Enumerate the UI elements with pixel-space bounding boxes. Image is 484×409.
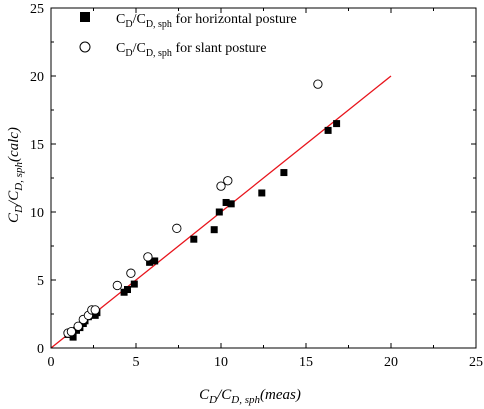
point-horizontal-11 bbox=[130, 280, 138, 288]
legend-label-slant: CD/CD, sph for slant posture bbox=[116, 41, 266, 59]
point-slant-10 bbox=[172, 223, 182, 233]
point-horizontal-19 bbox=[258, 189, 266, 197]
point-slant-2 bbox=[73, 321, 83, 331]
y-axis-title: CD/CD, sph(calc) bbox=[6, 127, 25, 223]
point-slant-6 bbox=[90, 305, 100, 315]
labels-layer: 0 5 10 15 20 25 0 5 10 15 20 25 bbox=[30, 2, 483, 370]
x-tick-label-15: 15 bbox=[299, 355, 313, 370]
point-horizontal-16 bbox=[215, 208, 223, 216]
legend: CD/CD, sph for horizontal posture CD/CD,… bbox=[79, 12, 297, 59]
point-slant-12 bbox=[223, 176, 233, 186]
y-tick-label-10: 10 bbox=[30, 206, 44, 221]
y-tick-label-25: 25 bbox=[30, 2, 44, 17]
point-horizontal-14 bbox=[190, 235, 198, 243]
point-slant-7 bbox=[112, 280, 122, 291]
point-slant-1 bbox=[66, 327, 77, 337]
point-horizontal-10 bbox=[124, 286, 131, 294]
point-horizontal-12 bbox=[146, 258, 154, 266]
point-horizontal-22 bbox=[333, 120, 341, 128]
data-layer bbox=[50, 75, 392, 349]
legend-marker-horizontal bbox=[80, 12, 90, 22]
x-tick-label-25: 25 bbox=[469, 355, 483, 370]
point-slant-13 bbox=[313, 79, 323, 89]
point-horizontal-1 bbox=[69, 333, 77, 341]
point-horizontal-18 bbox=[227, 200, 235, 208]
y-tick-label-20: 20 bbox=[30, 70, 44, 85]
x-tick-label-0: 0 bbox=[48, 355, 55, 370]
x-tick-label-20: 20 bbox=[384, 355, 398, 370]
point-horizontal-17 bbox=[222, 198, 230, 206]
point-horizontal-20 bbox=[280, 169, 288, 177]
point-slant-9 bbox=[143, 252, 153, 262]
x-tick-label-5: 5 bbox=[133, 355, 140, 370]
x-tick-label-10: 10 bbox=[214, 355, 228, 370]
legend-label-horizontal: CD/CD, sph for horizontal posture bbox=[116, 12, 297, 30]
y-tick-label-15: 15 bbox=[30, 138, 44, 153]
axes-layer bbox=[50, 7, 477, 349]
point-horizontal-13 bbox=[151, 257, 159, 265]
legend-marker-slant bbox=[79, 41, 91, 53]
x-axis-title: CD/CD, sph(meas) bbox=[199, 387, 301, 406]
y-tick-label-5: 5 bbox=[37, 274, 44, 289]
point-horizontal-21 bbox=[324, 126, 332, 134]
point-slant-8 bbox=[126, 268, 136, 278]
y-tick-label-0: 0 bbox=[37, 342, 44, 357]
point-slant-11 bbox=[216, 181, 226, 191]
point-horizontal-15 bbox=[210, 226, 218, 234]
